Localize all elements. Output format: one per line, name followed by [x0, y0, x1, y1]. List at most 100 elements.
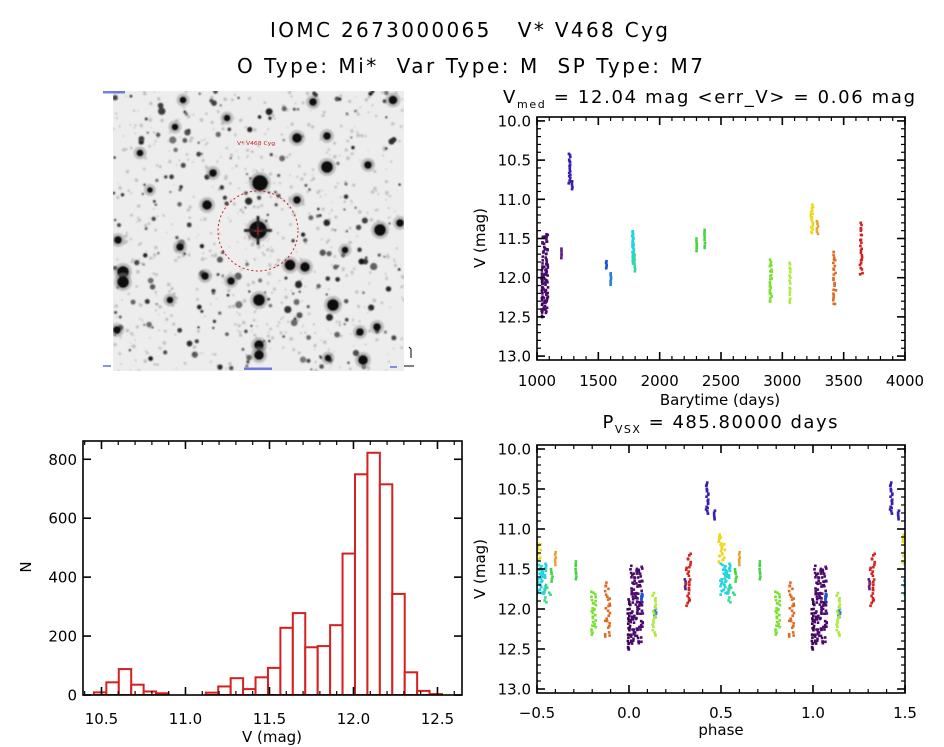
- histogram-bar: [403, 671, 419, 695]
- data-point: [788, 293, 792, 296]
- data-point: [792, 622, 796, 625]
- star: [284, 295, 289, 300]
- star: [383, 330, 387, 334]
- data-point: [628, 624, 632, 628]
- star: [219, 104, 222, 107]
- data-point: [902, 537, 905, 541]
- data-point: [719, 593, 722, 596]
- star: [200, 152, 203, 155]
- star: [208, 249, 212, 253]
- data-point: [542, 592, 545, 595]
- star: [364, 256, 368, 259]
- data-point: [916, 592, 919, 595]
- star: [388, 360, 390, 362]
- data-point: [687, 570, 691, 573]
- data-point: [860, 223, 863, 227]
- axis-ticks: [83, 441, 462, 696]
- star: [153, 91, 155, 94]
- data-point: [590, 595, 593, 599]
- data-point: [774, 630, 778, 633]
- star: [373, 323, 381, 331]
- star: [176, 302, 178, 305]
- data-point: [835, 628, 839, 632]
- data-point: [822, 580, 826, 583]
- star: [284, 276, 288, 280]
- star: [266, 248, 270, 252]
- star: [137, 243, 141, 246]
- data-point: [631, 601, 635, 604]
- star: [113, 156, 116, 159]
- star: [169, 174, 174, 180]
- data-point: [911, 591, 914, 594]
- star: [218, 232, 221, 236]
- data-point: [777, 613, 781, 617]
- star: [154, 203, 158, 206]
- star: [402, 298, 404, 302]
- data-point: [635, 611, 639, 615]
- data-point: [770, 294, 774, 298]
- star: [167, 140, 169, 143]
- data-point: [723, 574, 727, 577]
- data-point: [652, 619, 655, 622]
- data-point: [538, 556, 542, 560]
- star: [194, 339, 199, 344]
- star: [196, 329, 201, 333]
- y-tick-label: 11.5: [498, 230, 531, 248]
- star: [135, 285, 139, 288]
- star: [175, 235, 179, 240]
- star: [245, 247, 247, 250]
- data-point: [543, 299, 547, 302]
- star: [399, 125, 403, 128]
- data-point: [788, 276, 792, 279]
- data-point: [820, 592, 824, 595]
- star: [227, 288, 231, 293]
- data-point: [870, 601, 873, 605]
- data-point: [567, 174, 571, 178]
- data-point: [544, 301, 547, 305]
- data-point: [768, 283, 772, 286]
- star: [223, 97, 228, 102]
- data-point: [629, 568, 632, 571]
- star: [296, 312, 303, 319]
- star: [116, 195, 120, 200]
- data-point: [543, 599, 546, 602]
- star: [306, 358, 311, 363]
- star: [267, 331, 270, 333]
- data-point: [539, 577, 543, 580]
- star: [132, 344, 136, 349]
- data-point: [541, 251, 545, 254]
- star: [169, 190, 172, 194]
- x-tick-label: −0.5: [519, 704, 555, 722]
- data-point: [837, 609, 841, 612]
- data-point: [628, 614, 631, 618]
- star: [252, 170, 254, 173]
- data-point: [574, 572, 578, 576]
- star: [188, 216, 191, 219]
- star: [298, 290, 301, 293]
- data-point: [758, 577, 762, 581]
- star: [238, 330, 242, 334]
- data-point: [774, 609, 778, 613]
- star: [229, 365, 234, 371]
- star: [287, 320, 290, 323]
- data-point: [788, 261, 791, 265]
- star: [334, 185, 338, 189]
- star: [392, 347, 395, 350]
- data-point: [723, 583, 726, 587]
- star: [371, 104, 374, 107]
- data-point: [867, 578, 871, 581]
- data-point: [907, 567, 910, 570]
- object-types: O Type: Mi* Var Type: M SP Type: M7: [237, 54, 703, 78]
- data-point: [544, 268, 547, 272]
- data-point: [889, 481, 893, 484]
- data-point: [706, 493, 710, 497]
- data-point: [713, 517, 716, 521]
- data-point: [546, 274, 549, 277]
- star: [148, 256, 153, 260]
- star: [401, 285, 404, 288]
- data-point: [546, 248, 549, 252]
- data-point: [788, 274, 791, 277]
- star: [114, 310, 118, 315]
- data-point: [635, 591, 638, 595]
- data-point: [705, 495, 708, 498]
